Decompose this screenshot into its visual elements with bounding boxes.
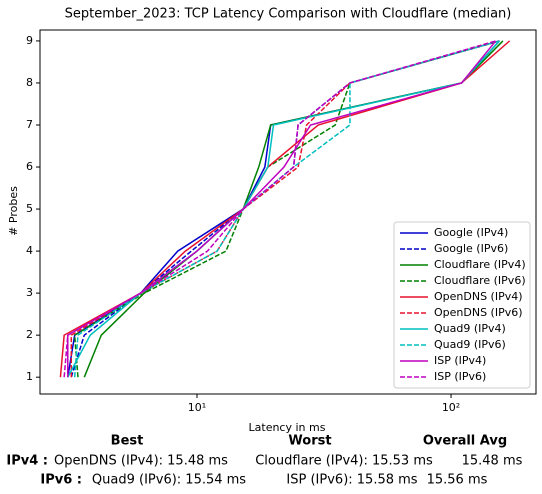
legend-label: OpenDNS (IPv4): [434, 290, 523, 303]
y-tick-label: 1: [26, 370, 33, 383]
table-cell: 15.56 ms: [427, 473, 488, 488]
legend-label: Google (IPv6): [434, 242, 508, 255]
table-header: Best: [111, 434, 144, 449]
y-tick-label: 6: [26, 160, 33, 173]
y-tick-label: 3: [26, 286, 33, 299]
y-tick-label: 5: [26, 202, 33, 215]
legend-label: ISP (IPv4): [434, 354, 486, 367]
legend-label: Cloudflare (IPv4): [434, 258, 526, 271]
x-axis-label: Latency in ms: [249, 421, 326, 434]
y-tick-label: 9: [26, 34, 33, 47]
legend-label: Quad9 (IPv4): [434, 322, 506, 335]
y-tick-label: 4: [26, 244, 33, 257]
table-cell: 15.48 ms: [462, 454, 523, 469]
table-header: Overall Avg: [423, 434, 507, 449]
legend-label: Google (IPv4): [434, 226, 508, 239]
y-tick-label: 7: [26, 118, 33, 131]
chart-title: September_2023: TCP Latency Comparison w…: [65, 7, 512, 22]
row-label: IPv6 :: [40, 473, 82, 488]
legend-label: OpenDNS (IPv6): [434, 306, 523, 319]
y-tick-label: 8: [26, 76, 33, 89]
x-tick-label: 10²: [442, 401, 460, 414]
table-cell: ISP (IPv6): 15.58 ms: [286, 473, 417, 488]
legend-label: ISP (IPv6): [434, 370, 486, 383]
table-cell: Quad9 (IPv6): 15.54 ms: [92, 473, 246, 488]
row-label: IPv4 :: [6, 454, 48, 469]
legend-label: Cloudflare (IPv6): [434, 274, 526, 287]
legend-box: [393, 221, 531, 389]
y-axis-label: # Probes: [7, 186, 20, 236]
y-tick-label: 2: [26, 328, 33, 341]
table-cell: OpenDNS (IPv4): 15.48 ms: [54, 454, 228, 469]
legend-label: Quad9 (IPv6): [434, 338, 506, 351]
x-tick-label: 10¹: [188, 401, 206, 414]
series-line: [63, 40, 496, 378]
table-cell: Cloudflare (IPv4): 15.53 ms: [255, 454, 433, 469]
plot-frame: [39, 29, 537, 395]
table-header: Worst: [288, 434, 331, 449]
